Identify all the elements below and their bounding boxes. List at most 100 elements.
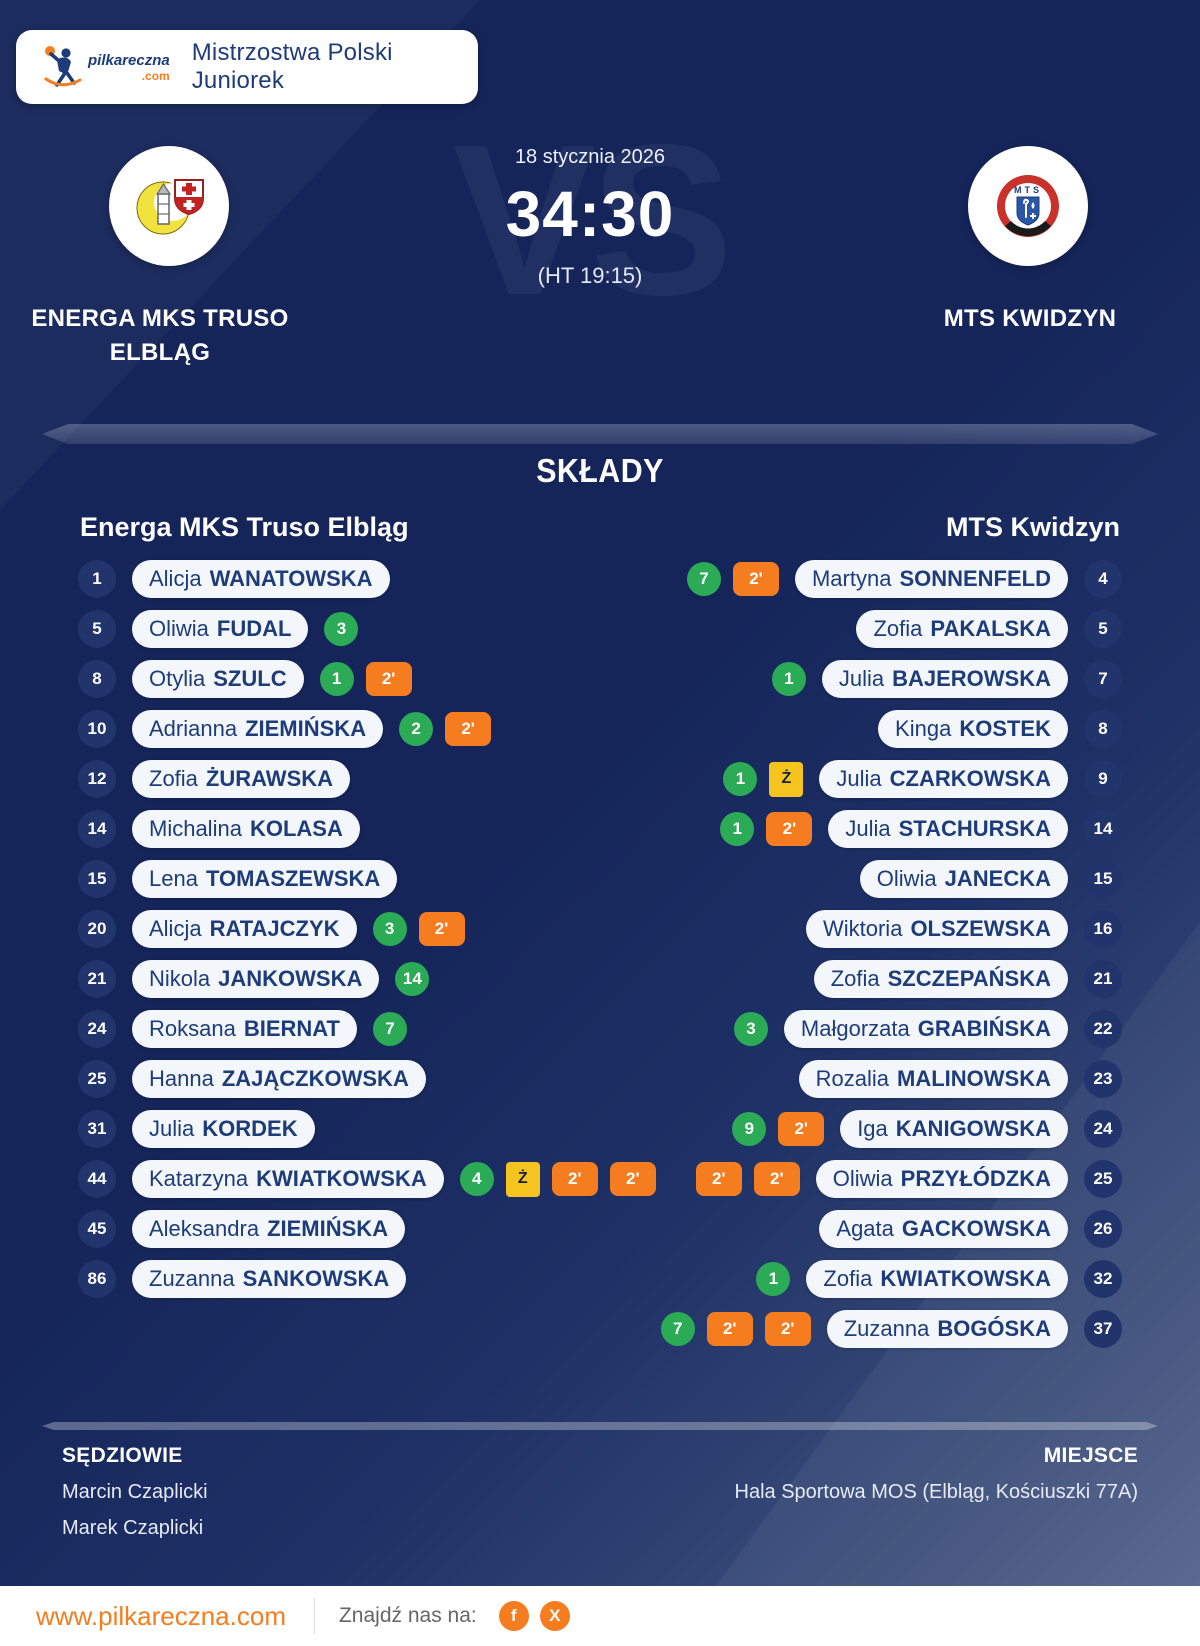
player-row: 32 Zofia KWIATKOWSKA 1 xyxy=(756,1260,1122,1298)
home-lineup-header: Energa MKS Truso Elbląg xyxy=(80,512,409,542)
shirt-number: 5 xyxy=(1084,610,1122,648)
player-first-name: Oliwia xyxy=(832,1166,893,1191)
section-divider xyxy=(42,424,1158,444)
player-row: 7 Julia BAJEROWSKA 1 xyxy=(771,660,1122,698)
player-row: 8 Otylia SZULC 1 2' xyxy=(78,660,656,698)
goals-badge: 3 xyxy=(372,912,407,946)
player-badges: 3 2' xyxy=(372,912,465,946)
shirt-number: 1 xyxy=(78,560,116,598)
player-name-pill: Wiktoria OLSZEWSKA xyxy=(805,910,1068,948)
away-lineup-header: MTS Kwidzyn xyxy=(946,512,1120,542)
player-row: 15 Lena TOMASZEWSKA xyxy=(78,860,656,898)
away-team-crest: MTS xyxy=(997,175,1059,237)
player-badges: 3 xyxy=(733,1012,768,1046)
x-icon[interactable]: X xyxy=(539,1601,570,1631)
player-last-name: ZIEMIŃSKA xyxy=(245,716,367,741)
goals-badge: 1 xyxy=(771,662,806,696)
player-badges: 1 xyxy=(756,1262,791,1296)
player-badges: 3 xyxy=(324,612,359,646)
player-first-name: Nikola xyxy=(149,966,211,991)
two-minute-badge: 2' xyxy=(706,1312,753,1346)
player-first-name: Julia xyxy=(836,766,882,791)
player-name-pill: Zofia KWIATKOWSKA xyxy=(806,1260,1068,1298)
player-row: 24 Iga KANIGOWSKA 9 2' xyxy=(732,1110,1122,1148)
player-first-name: Zofia xyxy=(873,616,923,641)
player-badges: 7 xyxy=(373,1012,407,1046)
player-last-name: SONNENFELD xyxy=(899,566,1051,591)
player-last-name: KOLASA xyxy=(249,816,343,841)
player-first-name: Lena xyxy=(149,866,198,891)
player-last-name: PRZYŁÓDZKA xyxy=(900,1166,1051,1191)
player-row: 14 Michalina KOLASA xyxy=(78,810,656,848)
player-badges: 4 Ż 2' 2' xyxy=(459,1161,656,1197)
header-card: pilkareczna .com Mistrzostwa Polski Juni… xyxy=(16,30,478,104)
player-name-pill: Zuzanna SANKOWSKA xyxy=(132,1260,407,1298)
player-name-pill: Alicja WANATOWSKA xyxy=(132,560,390,598)
player-last-name: GACKOWSKA xyxy=(901,1216,1051,1241)
match-date: 18 stycznia 2026 xyxy=(514,146,666,168)
player-row: 25 Oliwia PRZYŁÓDZKA 2' 2' xyxy=(695,1160,1122,1198)
away-team-logo: MTS xyxy=(968,146,1088,266)
logo-text: pilkareczna xyxy=(88,51,170,69)
player-name-pill: Hanna ZAJĄCZKOWSKA xyxy=(132,1060,426,1098)
goals-badge: 3 xyxy=(324,612,359,646)
home-team-crest xyxy=(136,179,204,235)
venue-name: Hala Sportowa MOS (Elbląg, Kościuszki 77… xyxy=(734,1481,1139,1503)
match-score: 34:30 xyxy=(505,178,675,250)
shirt-number: 25 xyxy=(1084,1160,1122,1198)
player-first-name: Wiktoria xyxy=(822,916,903,941)
player-badges: 1 2' xyxy=(319,662,412,696)
shirt-number: 32 xyxy=(1084,1260,1122,1298)
shirt-number: 23 xyxy=(1084,1060,1122,1098)
two-minute-badge: 2' xyxy=(551,1162,598,1196)
away-lineup-list: 4 Martyna SONNENFELD 7 2' 5 Zofia PAKALSKA … xyxy=(660,560,1122,1348)
player-row: 16 Wiktoria OLSZEWSKA xyxy=(790,910,1122,948)
shirt-number: 14 xyxy=(1084,810,1122,848)
two-minute-badge: 2' xyxy=(753,1162,800,1196)
player-name-pill: Iga KANIGOWSKA xyxy=(840,1110,1068,1148)
pilkareczna-logo: pilkareczna .com xyxy=(42,44,170,90)
shirt-number: 22 xyxy=(1084,1010,1122,1048)
website-link[interactable]: www.pilkareczna.com xyxy=(36,1600,286,1631)
facebook-icon[interactable]: f xyxy=(498,1601,529,1631)
player-row: 10 Adrianna ZIEMIŃSKA 2 2' xyxy=(78,710,656,748)
goals-badge: 9 xyxy=(732,1112,767,1146)
player-first-name: Zofia xyxy=(830,966,880,991)
player-row: 23 Rozalia MALINOWSKA xyxy=(783,1060,1122,1098)
player-last-name: ŻURAWSKA xyxy=(205,766,334,791)
player-row: 15 Oliwia JANECKA xyxy=(844,860,1122,898)
player-badges: 1 2' xyxy=(720,812,813,846)
footer-divider xyxy=(42,1422,1158,1430)
two-minute-badge: 2' xyxy=(445,712,492,746)
player-name-pill: Nikola JANKOWSKA xyxy=(132,960,380,998)
player-row: 5 Zofia PAKALSKA xyxy=(840,610,1122,648)
player-first-name: Zuzanna xyxy=(843,1316,930,1341)
shirt-number: 31 xyxy=(78,1110,116,1148)
player-last-name: BOGÓSKA xyxy=(937,1316,1051,1341)
player-name-pill: Lena TOMASZEWSKA xyxy=(132,860,398,898)
two-minute-badge: 2' xyxy=(778,1112,825,1146)
shirt-number: 9 xyxy=(1084,760,1122,798)
halftime-score: (HT 19:15) xyxy=(537,263,643,288)
player-last-name: STACHURSKA xyxy=(898,816,1051,841)
player-row: 26 Agata GACKOWSKA xyxy=(803,1210,1122,1248)
player-badges: 7 2' xyxy=(686,562,779,596)
player-last-name: PAKALSKA xyxy=(930,616,1051,641)
player-last-name: KOSTEK xyxy=(959,716,1051,741)
player-badges: 14 xyxy=(395,962,430,996)
player-name-pill: Otylia SZULC xyxy=(132,660,304,698)
goals-badge: 1 xyxy=(720,812,755,846)
player-first-name: Aleksandra xyxy=(149,1216,260,1241)
player-row: 1 Alicja WANATOWSKA xyxy=(78,560,656,598)
player-first-name: Michalina xyxy=(149,816,242,841)
logo-tld: .com xyxy=(141,68,170,83)
goals-badge: 14 xyxy=(395,962,430,996)
player-first-name: Kinga xyxy=(895,716,952,741)
player-first-name: Zofia xyxy=(823,1266,873,1291)
two-minute-badge: 2' xyxy=(609,1162,656,1196)
player-first-name: Zofia xyxy=(149,766,198,791)
shirt-number: 25 xyxy=(78,1060,116,1098)
vs-watermark: VS xyxy=(452,99,734,340)
player-last-name: WANATOWSKA xyxy=(209,566,373,591)
